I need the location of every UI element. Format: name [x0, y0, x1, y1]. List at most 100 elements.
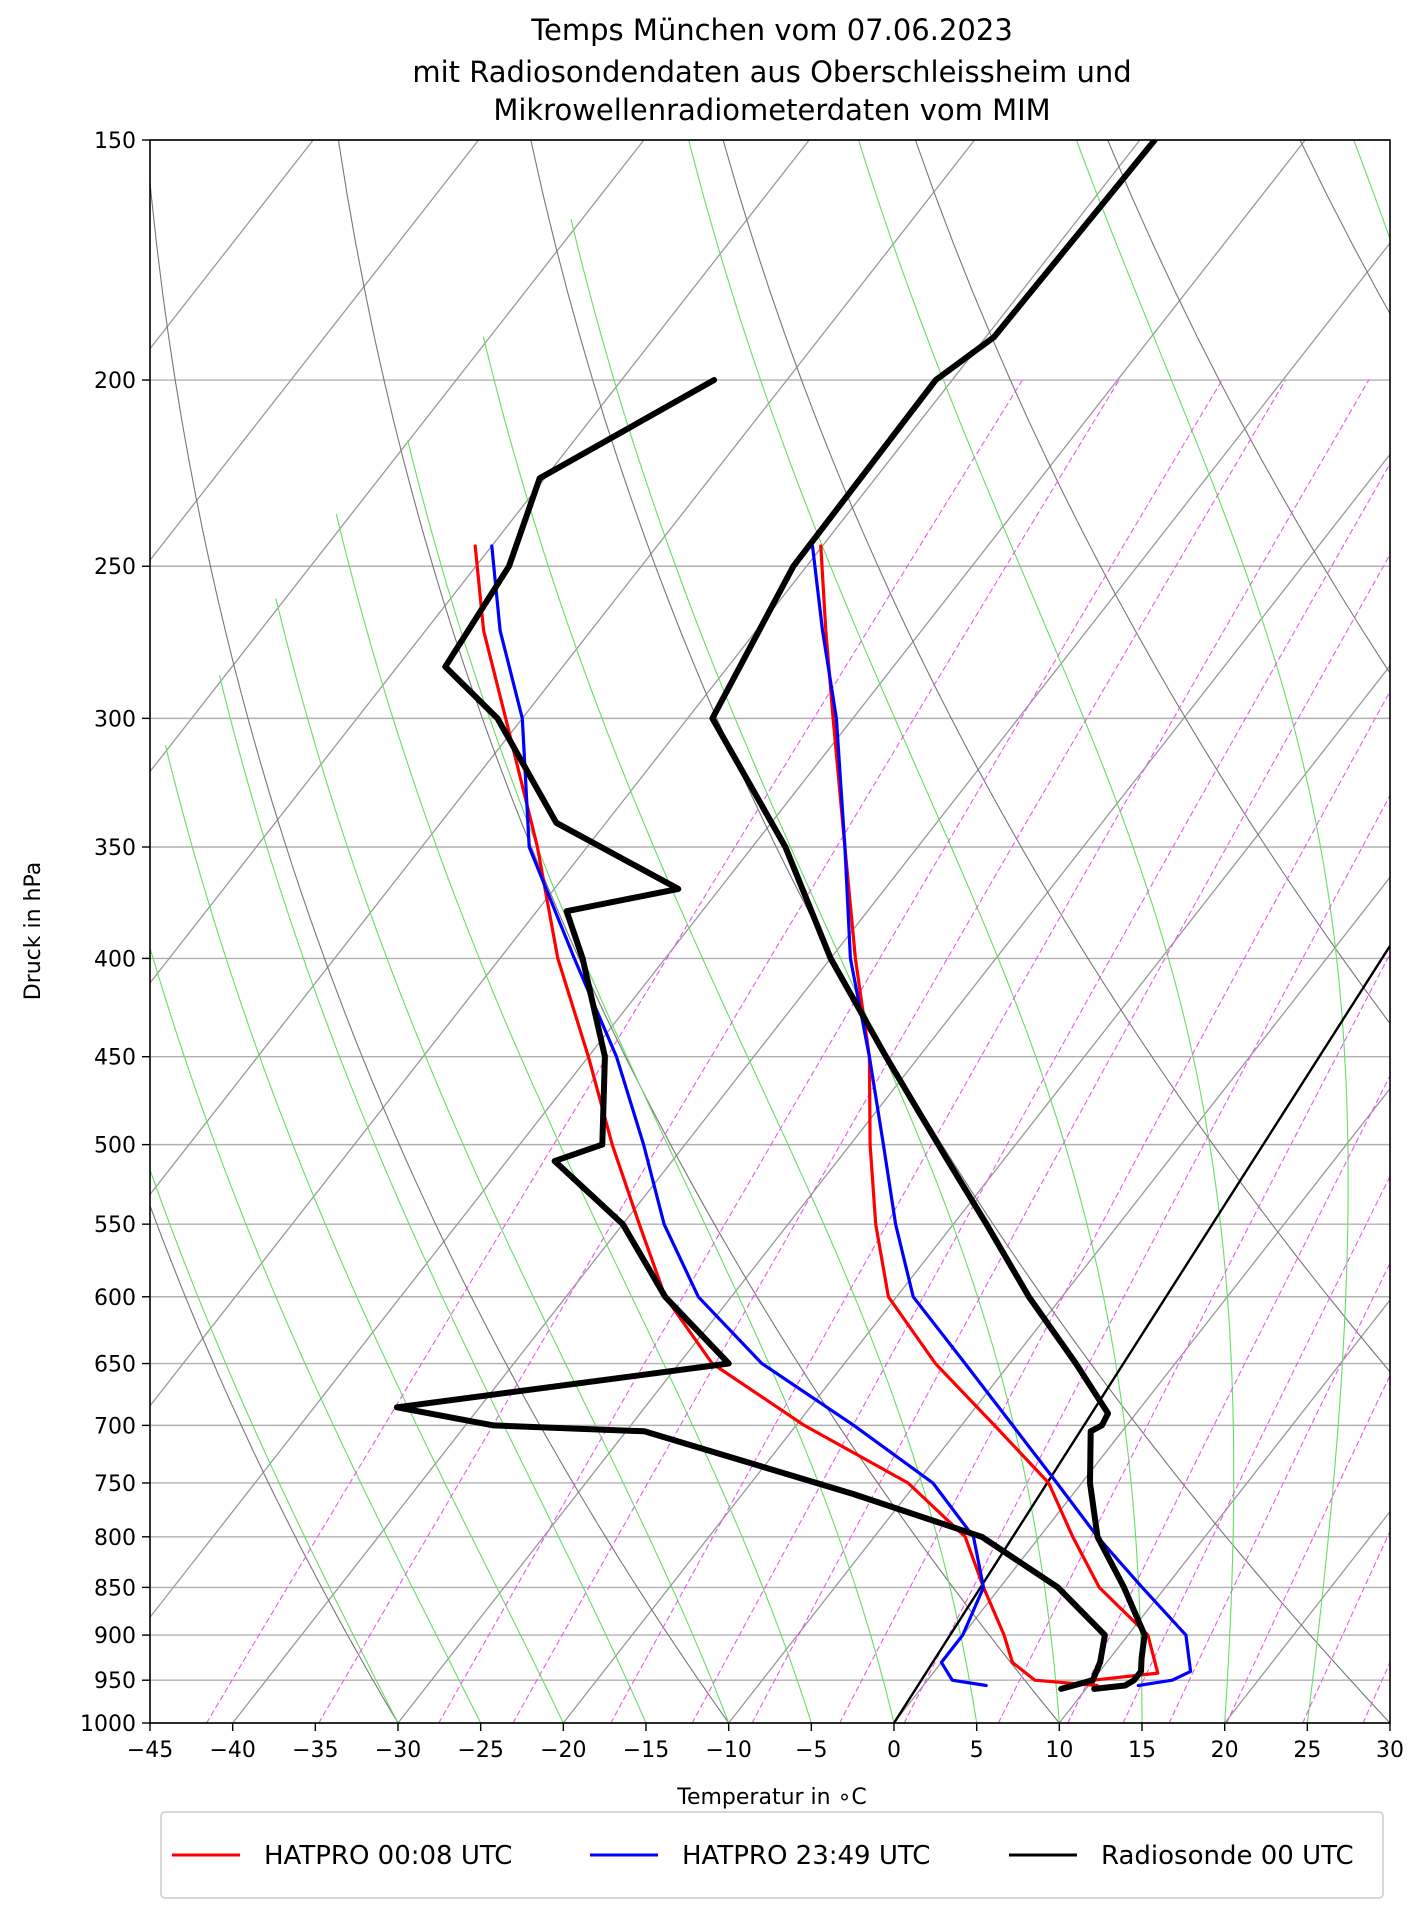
moist-adiabat-line [164, 745, 564, 1723]
y-tick-label: 350 [94, 836, 136, 861]
y-tick-label: 850 [94, 1576, 136, 1601]
x-tick-label: −15 [623, 1738, 669, 1763]
dry-adiabat-line [1299, 140, 1390, 315]
chart-title: Temps München vom 07.06.2023 mit Radioso… [412, 13, 1131, 127]
isotherm-line [728, 876, 1390, 1723]
y-axis-ticks: 1000 950 900 850 800 750 700 650 600 550 500 450 400… [80, 129, 150, 1737]
hatpro_2349-dewpoint-line [490, 544, 988, 1688]
thermo-background-lines [150, 140, 1427, 1723]
mixing-ratio-line [1302, 1530, 1390, 1723]
dry-adiabat-line [722, 140, 1390, 1373]
y-tick-label: 750 [94, 1472, 136, 1497]
hatpro_2349-temperature-line [810, 544, 1193, 1688]
hatpro_0008-temperature-line [819, 544, 1160, 1688]
y-tick-label: 1000 [80, 1712, 136, 1737]
hatpro_0008-dewpoint-line [473, 544, 1099, 1688]
moist-adiabat-line [688, 140, 1143, 1723]
y-tick-label: 950 [94, 1669, 136, 1694]
x-tick-label: 20 [1211, 1738, 1239, 1763]
isotherm-line [562, 664, 1390, 1723]
radiosonde-temperature-line [709, 140, 1158, 1692]
legend-frame [160, 1811, 1384, 1899]
isotherm-line [150, 140, 1306, 1619]
mixing-ratio-line [512, 379, 1287, 1723]
isotherm-line [150, 140, 314, 350]
mixing-ratio-line [1362, 1660, 1390, 1723]
y-tick-label: 700 [94, 1414, 136, 1439]
isotherm-line [150, 140, 645, 773]
x-tick-label: 25 [1293, 1738, 1321, 1763]
isotherm-line [150, 140, 810, 985]
mixing-ratio-line [1168, 1261, 1390, 1723]
pressure-grid [150, 139, 1390, 1724]
x-tick-label: −40 [209, 1738, 255, 1763]
isotherm-line [893, 1087, 1390, 1723]
moist-adiabat-line [570, 218, 1060, 1723]
legend: HATPRO 00:08 UTC HATPRO 23:49 UTC Radios… [160, 1811, 1384, 1899]
mixing-ratio-line [1067, 1074, 1390, 1723]
mixing-ratio-line [751, 553, 1390, 1723]
y-tick-label: 900 [94, 1624, 136, 1649]
y-tick-label: 500 [94, 1134, 136, 1159]
mixing-ratio-line [903, 794, 1390, 1723]
x-axis-label-unit: ∘C [838, 1785, 867, 1810]
isotherm-line [397, 453, 1390, 1723]
mixing-ratio-line [1122, 1175, 1390, 1723]
moist-adiabat-line [482, 336, 978, 1723]
y-tick-label: 150 [94, 129, 136, 154]
moist-adiabat-line [1075, 140, 1349, 1723]
x-tick-label: −35 [292, 1738, 338, 1763]
plot-frame [149, 139, 1391, 1724]
x-tick-label: 30 [1376, 1738, 1404, 1763]
y-tick-label: 600 [94, 1286, 136, 1311]
y-tick-label: 250 [94, 555, 136, 580]
mixing-ratio-line [691, 462, 1390, 1723]
title-line-2: mit Radiosondendaten aus Oberschleisshei… [412, 55, 1131, 89]
x-tick-label: −20 [540, 1738, 586, 1763]
moist-adiabat-line [275, 598, 730, 1723]
moist-adiabat-line [150, 945, 482, 1723]
mixing-ratio-line [997, 952, 1390, 1723]
x-tick-label: −10 [705, 1738, 751, 1763]
y-tick-label: 800 [94, 1526, 136, 1551]
y-tick-label: 300 [94, 707, 136, 732]
moist-adiabat-line [150, 1168, 399, 1723]
mixing-ratio-line [1226, 1374, 1390, 1723]
x-tick-label: −25 [457, 1738, 503, 1763]
x-tick-label: 5 [970, 1738, 984, 1763]
mixing-ratio-line [839, 690, 1390, 1723]
y-tick-label: 650 [94, 1353, 136, 1378]
x-tick-label: 0 [887, 1738, 901, 1763]
mixing-ratio-line [318, 379, 1120, 1723]
dry-adiabat-line [914, 140, 1390, 1025]
moist-adiabat-line [218, 675, 647, 1723]
x-axis-label-text: Temperatur in [676, 1785, 837, 1810]
legend-label-hatpro-2349: HATPRO 23:49 UTC [682, 1841, 930, 1871]
isotherm-line [1389, 1721, 1390, 1723]
isotherm-line [1224, 1510, 1390, 1723]
dry-adiabat-line [530, 140, 1390, 1723]
y-axis-label: Druck in hPa [21, 862, 46, 1001]
moist-adiabat-line [335, 514, 812, 1723]
title-line-3: Mikrowellenradiometerdaten vom MIM [493, 93, 1050, 127]
x-tick-label: 10 [1045, 1738, 1073, 1763]
dry-adiabat-line [1107, 140, 1390, 675]
isotherm-line [1058, 1299, 1390, 1723]
moist-adiabat-line [858, 140, 1235, 1723]
y-tick-label: 450 [94, 1046, 136, 1071]
mixing-ratio-line [1413, 380, 1427, 1723]
x-axis-label: Temperatur in ∘C [676, 1785, 867, 1810]
x-tick-label: −5 [795, 1738, 827, 1763]
legend-label-radiosonde: Radiosonde 00 UTC [1101, 1841, 1354, 1871]
moist-adiabat-line [407, 439, 895, 1723]
y-tick-label: 200 [94, 369, 136, 394]
legend-label-hatpro-0008: HATPRO 00:08 UTC [264, 1841, 512, 1871]
dry-adiabat-line [150, 176, 730, 1723]
x-tick-label: −45 [127, 1738, 173, 1763]
x-axis-ticks: −45 −40 −35 −30 −25 −20 −15 −10 −5 0 5 10 15 20 25 30 [127, 1723, 1404, 1763]
profile-series [393, 140, 1390, 1723]
x-tick-label: −30 [375, 1738, 421, 1763]
mixing-ratio-line [610, 379, 1370, 1723]
dry-adiabat-line [150, 1203, 399, 1723]
